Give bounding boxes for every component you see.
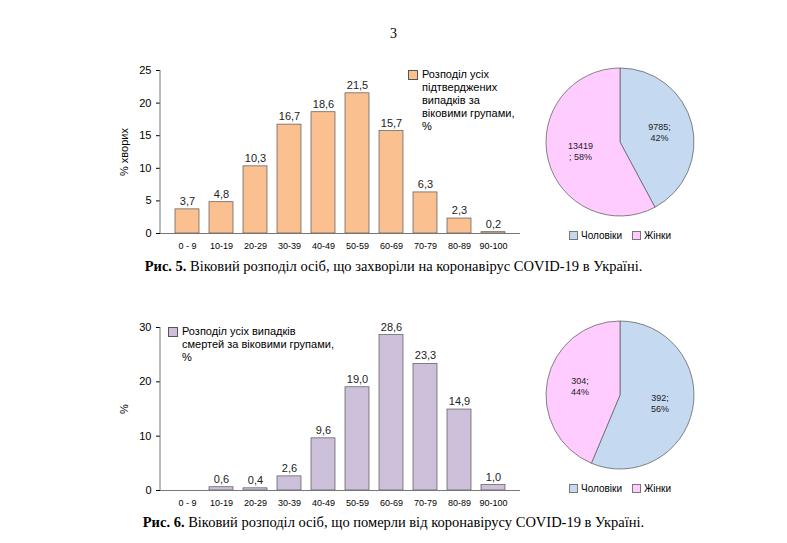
svg-text:0,4: 0,4 — [248, 474, 263, 486]
svg-text:70-79: 70-79 — [414, 498, 437, 508]
html-text:Розподіл усіх підтверджених ви: Розподіл усіх підтверджених випадків за … — [422, 68, 515, 132]
svg-text:0 - 9: 0 - 9 — [178, 498, 196, 508]
svg-text:50-59: 50-59 — [346, 241, 369, 251]
svg-text:0: 0 — [145, 227, 151, 239]
svg-text:28,6: 28,6 — [381, 321, 402, 333]
svg-text:0,2: 0,2 — [486, 218, 501, 230]
svg-text:60-69: 60-69 — [380, 241, 403, 251]
svg-text:10,3: 10,3 — [245, 152, 266, 164]
svg-text:3,7: 3,7 — [180, 195, 195, 207]
svg-text:50-59: 50-59 — [346, 498, 369, 508]
svg-text:20: 20 — [139, 97, 151, 109]
svg-text:0: 0 — [145, 484, 151, 496]
html-text:Чоловіки: Чоловіки — [581, 483, 622, 494]
svg-text:80-89: 80-89 — [448, 241, 471, 251]
svg-text:20-29: 20-29 — [244, 241, 267, 251]
svg-text:19,0: 19,0 — [347, 373, 368, 385]
svg-text:304;44%: 304;44% — [571, 376, 589, 397]
svg-text:20: 20 — [139, 375, 151, 387]
svg-text:30-39: 30-39 — [278, 241, 301, 251]
svg-text:5: 5 — [145, 194, 151, 206]
svg-text:1,0: 1,0 — [486, 471, 501, 483]
svg-text:21,5: 21,5 — [347, 79, 368, 91]
svg-text:90-100: 90-100 — [479, 498, 507, 508]
svg-text:4,8: 4,8 — [214, 188, 229, 200]
svg-text:80-89: 80-89 — [448, 498, 471, 508]
svg-text:90-100: 90-100 — [479, 241, 507, 251]
svg-text:%: % — [118, 404, 130, 414]
svg-text:2,6: 2,6 — [282, 462, 297, 474]
svg-text:2,3: 2,3 — [452, 204, 467, 216]
svg-text:60-69: 60-69 — [380, 498, 403, 508]
svg-text:13419; 58%: 13419; 58% — [568, 141, 593, 162]
svg-text:6,3: 6,3 — [418, 178, 433, 190]
svg-text:10: 10 — [139, 430, 151, 442]
html-text:Жінки: Жінки — [644, 483, 671, 494]
html-text:Розподіл усіх випадків смертей: Розподіл усіх випадків смертей за вікови… — [182, 325, 334, 363]
svg-text:14,9: 14,9 — [449, 395, 470, 407]
svg-text:40-49: 40-49 — [312, 498, 335, 508]
svg-text:10-19: 10-19 — [210, 498, 233, 508]
svg-text:25: 25 — [139, 64, 151, 76]
svg-text:30-39: 30-39 — [278, 498, 301, 508]
svg-text:23,3: 23,3 — [415, 349, 436, 361]
svg-text:20-29: 20-29 — [244, 498, 267, 508]
html-text:Жінки: Жінки — [644, 230, 671, 241]
svg-text:30: 30 — [139, 321, 151, 333]
svg-text:16,7: 16,7 — [279, 110, 300, 122]
svg-text:70-79: 70-79 — [414, 241, 437, 251]
svg-text:392;56%: 392;56% — [651, 393, 669, 414]
svg-text:% хворих: % хворих — [118, 128, 130, 176]
svg-text:15: 15 — [139, 129, 151, 141]
svg-text:40-49: 40-49 — [312, 241, 335, 251]
svg-text:10: 10 — [139, 162, 151, 174]
svg-text:0 - 9: 0 - 9 — [178, 241, 196, 251]
svg-text:10-19: 10-19 — [210, 241, 233, 251]
html-text:Рис. 6. Віковий розподіл осіб,: Рис. 6. Віковий розподіл осіб, що померл… — [142, 514, 645, 530]
svg-text:18,6: 18,6 — [313, 98, 334, 110]
svg-text:9,6: 9,6 — [316, 424, 331, 436]
svg-text:9785;42%: 9785;42% — [648, 122, 671, 143]
html-text:Рис. 5. Віковий розподіл осіб,: Рис. 5. Віковий розподіл осіб, що захвор… — [144, 258, 643, 274]
svg-text:0,6: 0,6 — [214, 473, 229, 485]
html-text:3: 3 — [390, 26, 397, 41]
svg-text:15,7: 15,7 — [381, 117, 402, 129]
html-text:Чоловіки: Чоловіки — [581, 230, 622, 241]
